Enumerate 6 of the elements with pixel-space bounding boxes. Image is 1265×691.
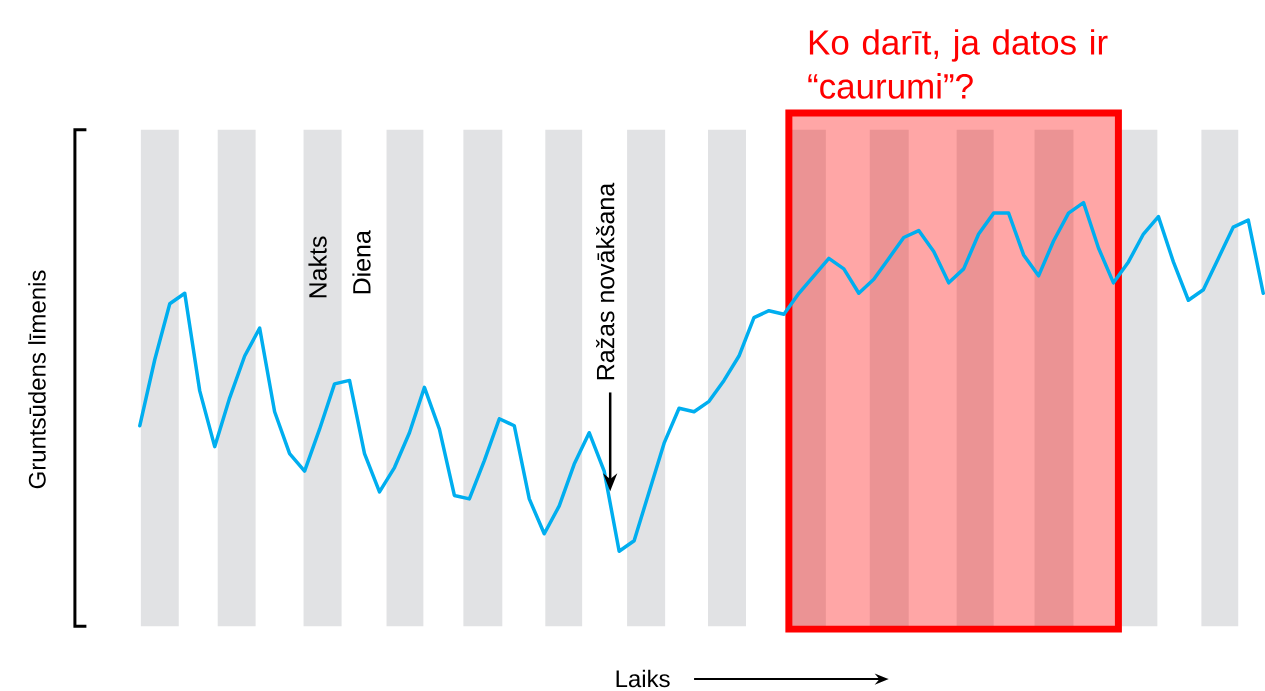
x-axis-title: Laiks (616, 669, 670, 688)
annotation: Ražas novākšana (595, 183, 615, 380)
annotation: Diena (352, 230, 371, 294)
y-axis-title: Gruntsūdens līmenis (28, 270, 46, 489)
annotation: Nakts (308, 236, 327, 298)
text: Ko darīt, ja datos ir “caurumi”? (808, 29, 1108, 99)
